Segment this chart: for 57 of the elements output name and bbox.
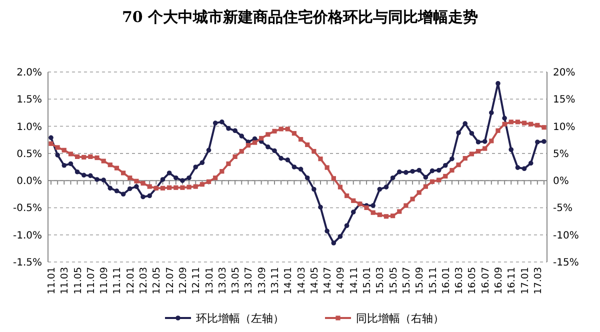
y2-tick-label: 10%	[553, 122, 576, 133]
y2-tick-label: 0%	[553, 176, 569, 188]
y2-tick-label: -5%	[553, 203, 572, 214]
x-tick-label: 12.03	[138, 267, 150, 294]
x-tick-label: 16.11	[506, 267, 518, 294]
x-tick-label: 15.11	[428, 267, 439, 294]
y-tick-label: 2.0%	[16, 68, 42, 78]
x-tick-label: 11.01	[46, 267, 58, 294]
x-tick-label: 13.11	[270, 267, 281, 294]
x-tick-label: 14.09	[336, 267, 347, 294]
legend-label: 同比增幅（右轴）	[356, 312, 444, 325]
legend-label: 环比增幅（左轴）	[196, 312, 284, 325]
x-tick-label: 15.07	[401, 267, 412, 294]
x-tick-label: 16.03	[454, 267, 466, 294]
x-tick-label: 13.05	[230, 267, 242, 294]
x-tick-label: 13.01	[204, 267, 216, 294]
x-tick-label: 11.05	[72, 267, 84, 294]
x-tick-label: 15.05	[388, 267, 400, 294]
x-tick-label: 14.03	[296, 267, 308, 294]
x-tick-label: 11.09	[99, 267, 110, 294]
x-tick-label: 16.01	[440, 267, 452, 294]
y-tick-label: 0.5%	[16, 148, 42, 160]
y-tick-label: 0.0%	[16, 176, 42, 188]
x-tick-label: 15.01	[362, 267, 374, 294]
x-tick-label: 14.07	[322, 267, 334, 294]
x-tick-label: 11.11	[112, 267, 124, 294]
x-tick-label: 14.05	[309, 267, 320, 294]
y-tick-label: -1.0%	[12, 230, 42, 242]
x-tick-label: 16.05	[467, 267, 478, 294]
x-tick-label: 12.07	[164, 267, 176, 294]
y2-tick-label: -10%	[553, 230, 579, 242]
x-tick-label: 12.09	[178, 267, 189, 294]
y-tick-label: -0.5%	[12, 203, 42, 214]
x-tick-label: 13.03	[217, 267, 228, 294]
chart-title: 70 个大中城市新建商品住宅价格环比与同比增幅走势	[122, 8, 478, 26]
x-tick-label: 13.07	[244, 267, 255, 294]
x-tick-label: 15.09	[414, 267, 426, 294]
x-tick-label: 15.03	[375, 267, 386, 294]
y2-tick-label: 5%	[553, 148, 569, 160]
x-tick-label: 12.01	[125, 267, 136, 294]
x-tick-label: 16.09	[493, 267, 504, 294]
x-tick-label: 16.07	[480, 267, 492, 294]
x-tick-label: 13.09	[256, 267, 268, 294]
x-tick-label: 11.03	[60, 267, 71, 294]
x-tick-label: 12.05	[152, 267, 163, 294]
y-tick-label: 1.5%	[16, 94, 42, 106]
x-tick-label: 12.11	[191, 267, 202, 294]
x-tick-label: 17.01	[520, 267, 531, 294]
y2-tick-label: 15%	[553, 94, 576, 106]
x-tick-label: 14.01	[283, 267, 294, 294]
x-tick-label: 14.11	[348, 267, 360, 294]
y2-tick-label: -15%	[553, 258, 579, 268]
x-tick-label: 11.07	[86, 267, 97, 294]
y-tick-label: -1.5%	[12, 258, 42, 268]
y2-tick-label: 20%	[553, 68, 576, 78]
x-tick-label: 17.03	[532, 267, 544, 294]
y-tick-label: 1.0%	[16, 122, 42, 133]
